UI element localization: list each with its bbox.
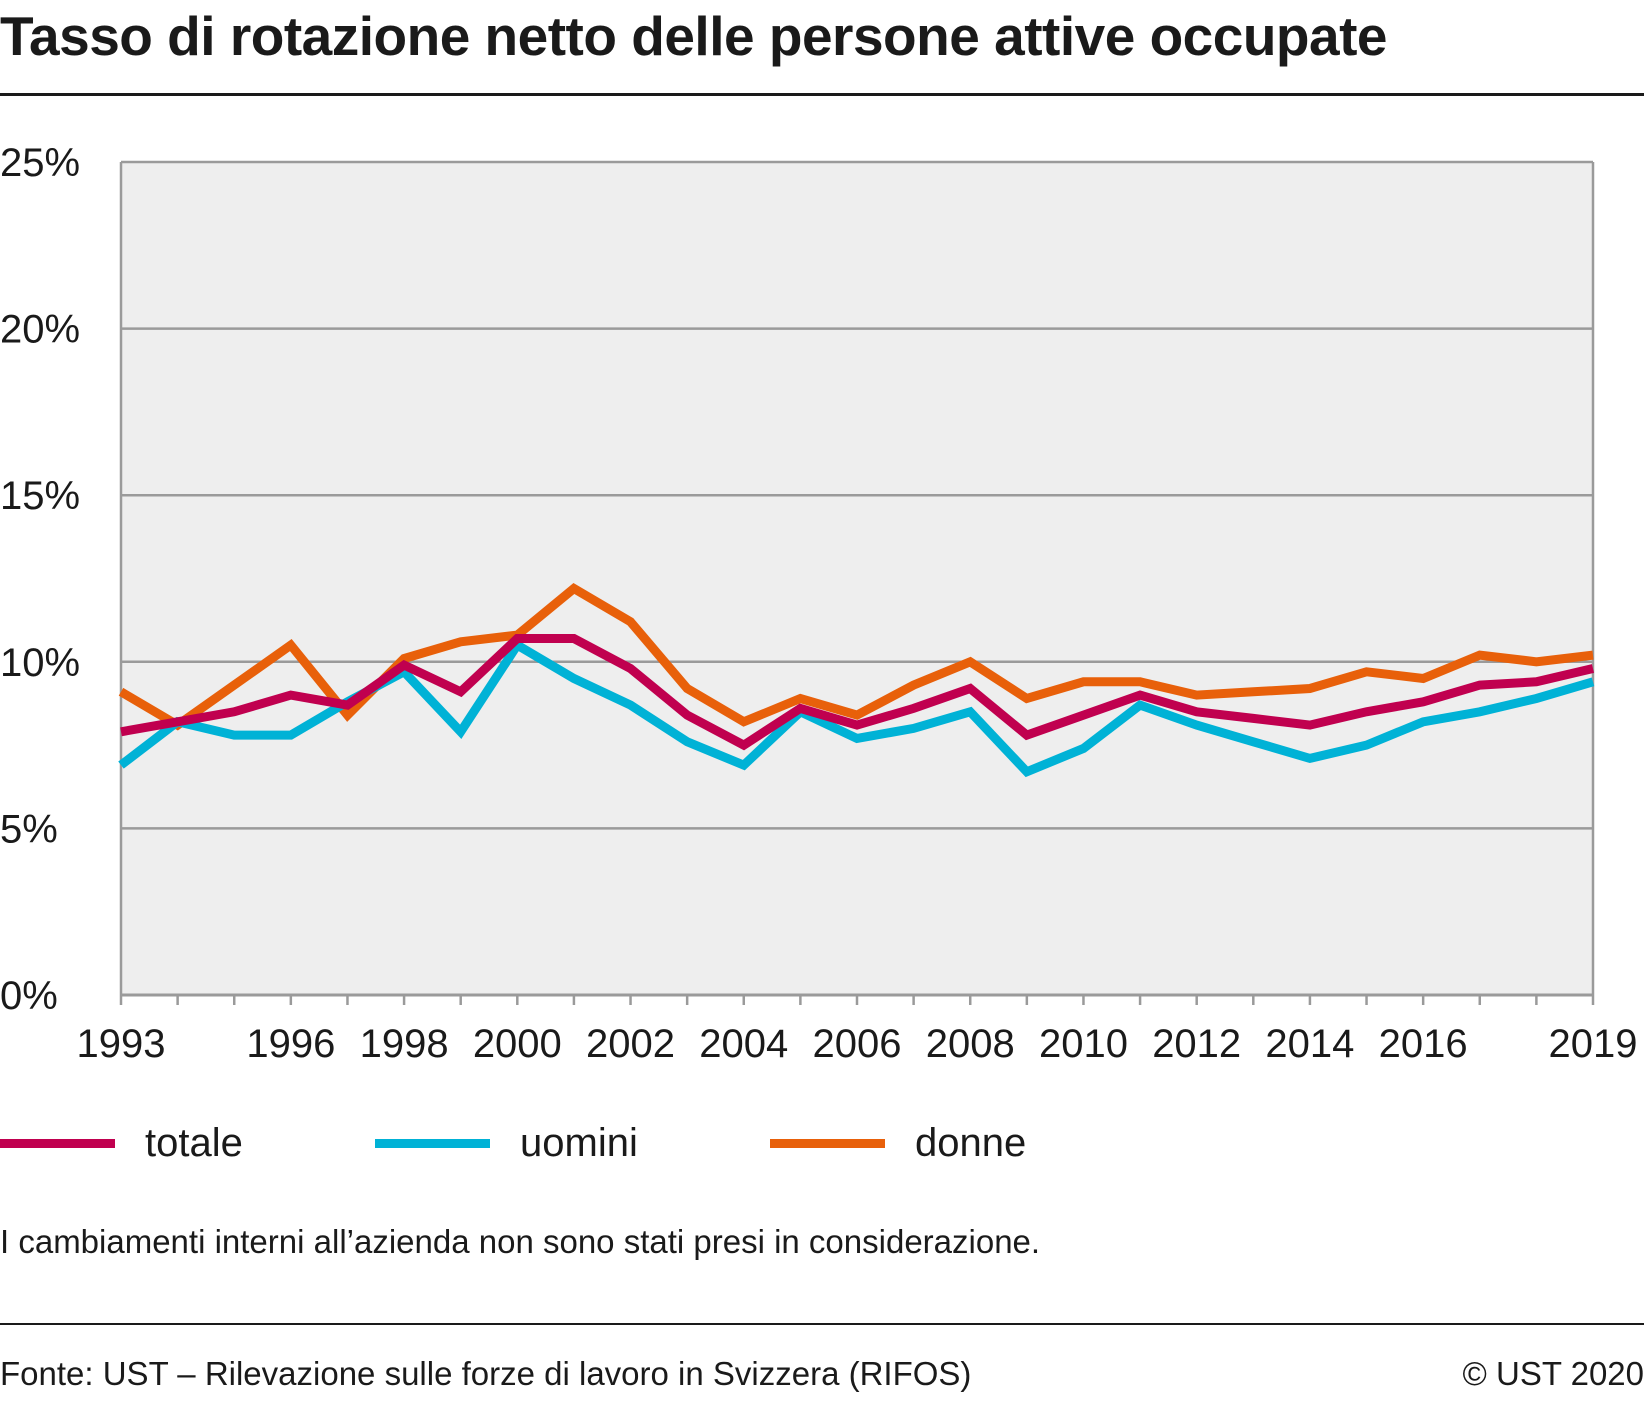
x-tick-label: 2014 [1265,1022,1354,1066]
legend-swatch-uomini [375,1139,490,1148]
y-tick-label: 0% [0,974,58,1018]
y-tick-label: 5% [0,807,58,851]
series-line-totale [120,634,1595,751]
x-tick-label: 2019 [1549,1022,1638,1066]
x-tick-label: 2016 [1379,1022,1468,1066]
copyright-text: © UST 2020 [1462,1355,1644,1392]
legend-swatch-donne [770,1139,885,1148]
legend-label-donne: donne [915,1121,1027,1165]
x-tick-label: 2002 [586,1022,675,1066]
chart-legend: totale uomini donne [0,1118,1644,1168]
source-text: Fonte: UST – Rilevazione sulle forze di … [0,1355,972,1392]
y-tick-label: 10% [0,641,80,685]
x-tick-label: 1996 [246,1022,335,1066]
x-tick-label: 2012 [1152,1022,1241,1066]
y-tick-label: 25% [0,141,80,185]
x-tick-label: 1998 [360,1022,449,1066]
x-tick-label: 2006 [813,1022,902,1066]
x-tick-label: 1993 [77,1022,166,1066]
x-tick-label: 2010 [1039,1022,1128,1066]
x-tick-label: 2000 [473,1022,562,1066]
legend-label-totale: totale [145,1121,243,1165]
chart-title: Tasso di rotazione netto delle persone a… [0,5,1388,67]
x-tick-label: 2008 [926,1022,1015,1066]
legend-label-uomini: uomini [520,1121,638,1165]
bottom-divider [0,1323,1644,1325]
legend-swatch-totale [0,1139,115,1148]
line-chart: 0% 5% 10% 15% 20% 25% 1993 1996 1998 2000 2002 2004… [0,141,1638,1066]
plot-background [121,162,1593,995]
x-tick-label: 2004 [699,1022,788,1066]
chart-note: I cambiamenti interni all’azienda non so… [0,1223,1041,1260]
y-tick-label: 15% [0,474,80,518]
top-divider [0,93,1644,96]
y-tick-label: 20% [0,308,80,352]
